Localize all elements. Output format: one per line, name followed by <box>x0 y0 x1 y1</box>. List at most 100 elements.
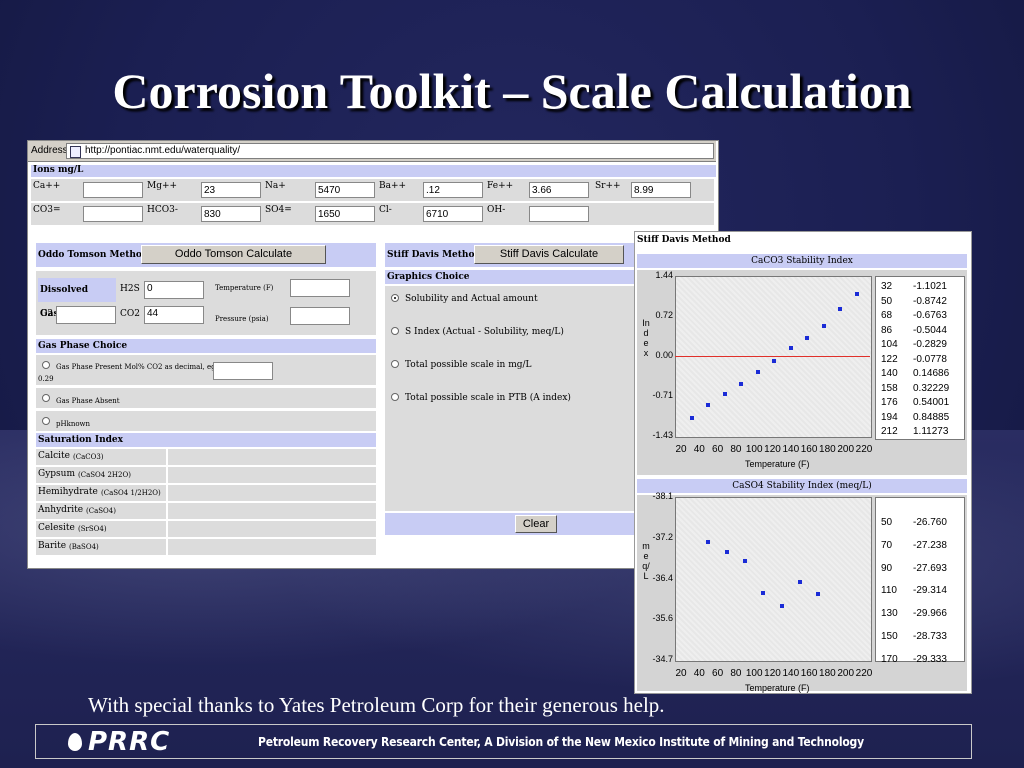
chart2-x-tick: 220 <box>855 668 873 679</box>
ion-input-fe[interactable]: 3.66 <box>529 182 589 198</box>
pressure-input[interactable] <box>290 307 350 325</box>
ion-input-so4[interactable]: 1650 <box>315 206 375 222</box>
chart1-table-x: 122 <box>881 353 898 365</box>
mineral-name: Barite <box>38 541 67 551</box>
chart1-x-tick: 100 <box>745 444 763 455</box>
option-s-index-radio[interactable] <box>391 327 399 335</box>
gas-phase-header: Gas Phase Choice <box>36 339 376 353</box>
chart2-data-point <box>706 540 711 545</box>
chart2-table-x: 50 <box>881 517 893 528</box>
footer-text: Petroleum Recovery Research Center, A Di… <box>258 735 864 749</box>
gas-option-2-row <box>36 388 376 408</box>
ion-input-na[interactable]: 5470 <box>315 182 375 198</box>
chart-window: Stiff Davis Method CaCO3 Stability Index… <box>634 231 972 694</box>
chart2-table-x: 110 <box>881 585 897 597</box>
chart1-data-point <box>722 391 727 396</box>
chart2-title: CaSO4 Stability Index (meq/L) <box>637 479 967 493</box>
option-s-index-label: S Index (Actual - Solubility, meq/L) <box>405 327 564 337</box>
temperature-input[interactable] <box>290 279 350 297</box>
ion-input-ba[interactable]: .12 <box>423 182 483 198</box>
ion-input-hco3[interactable]: 830 <box>201 206 261 222</box>
ion-label: SO4= <box>265 205 292 215</box>
ion-input-mg[interactable]: 23 <box>201 182 261 198</box>
gas-absent-radio[interactable] <box>42 394 50 402</box>
chart1-data-point <box>854 292 859 297</box>
oddo-method-label: Oddo Tomson Method <box>38 250 149 260</box>
browser-window: Address http://pontiac.nmt.edu/waterqual… <box>27 140 719 569</box>
mineral-formula: (CaCO3) <box>73 453 104 461</box>
gas-mol-input[interactable] <box>213 362 273 380</box>
ph-known-radio[interactable] <box>42 417 50 425</box>
option-solubility-radio[interactable] <box>391 294 399 302</box>
mineral-name: Hemihydrate <box>38 487 98 497</box>
oddo-calculate-button[interactable]: Oddo Tomson Calculate <box>141 245 326 264</box>
ion-input-co3[interactable] <box>83 206 143 222</box>
ion-input-oh[interactable] <box>529 206 589 222</box>
saturation-row: Barite (BaSO4) <box>36 539 376 556</box>
gas-present-radio[interactable] <box>42 361 50 369</box>
temperature-label: Temperature (F) <box>215 284 274 292</box>
saturation-row: Celesite (SrSO4) <box>36 521 376 538</box>
chart1-table-x: 176 <box>881 397 898 408</box>
co2-input[interactable]: 44 <box>144 306 204 324</box>
chart2-y-axis-label: meq/L <box>642 540 650 581</box>
chart2-table-y: -29.314 <box>913 585 947 597</box>
chart1-x-tick: 40 <box>693 444 705 455</box>
chart2-x-tick: 120 <box>764 668 781 679</box>
ion-cell-oh: OH- <box>485 203 593 225</box>
chart1-table-x: 32 <box>881 281 893 292</box>
mineral-cell: Hemihydrate (CaSO4 1/2H2O) <box>36 485 166 501</box>
saturation-index-header: Saturation Index <box>36 433 376 447</box>
chart2-x-tick: 200 <box>837 668 855 679</box>
option-mg-l-radio[interactable] <box>391 360 399 368</box>
mineral-cell: Anhydrite (CaSO4) <box>36 503 166 519</box>
ion-label: CO3= <box>33 205 61 215</box>
chart1-table-x: 68 <box>881 310 893 321</box>
chart-window-title: Stiff Davis Method <box>637 235 731 245</box>
gas-option-1-row <box>36 355 376 385</box>
dissolved-gases-header: Dissolved Gases <box>38 278 116 319</box>
pressure-label: Pressure (psia) <box>215 315 269 323</box>
chart1-table-x: 140 <box>881 368 898 379</box>
chart2-table-y: -29.333 <box>913 653 947 665</box>
chart2-data-point <box>816 591 821 596</box>
chart1-table-x: 212 <box>881 426 898 437</box>
co2-label: CO2 <box>120 309 140 319</box>
chart1-table-y: 0.32229 <box>913 382 950 394</box>
ion-input-cl[interactable]: 6710 <box>423 206 483 222</box>
clear-button[interactable]: Clear <box>515 515 557 533</box>
chart2-y-tick: -34.7 <box>652 654 673 664</box>
ion-cell-fe: Fe++ 3.66 <box>485 179 593 201</box>
ion-cell-sr: Sr++ 8.99 <box>593 179 713 201</box>
saturation-row: Calcite (CaCO3) <box>36 449 376 466</box>
ion-input-ca[interactable] <box>83 182 143 198</box>
chart1-data-point <box>838 306 843 311</box>
chart1-table-y: 0.54001 <box>913 397 950 408</box>
ion-input-sr[interactable]: 8.99 <box>631 182 691 198</box>
chart2-x-tick: 40 <box>693 668 705 679</box>
chart1-x-tick: 160 <box>800 444 818 455</box>
saturation-value-cell <box>168 503 376 519</box>
chart1-table-y: 0.14686 <box>913 368 950 379</box>
o2-input[interactable] <box>56 306 116 324</box>
chart1-y-axis-label: Index <box>642 318 650 358</box>
chart1-x-tick: 20 <box>675 444 687 455</box>
ion-row-2: CO3= HCO3- 830 SO4= 1650 Cl- 6710 OH- <box>31 203 714 225</box>
chart1-x-axis-label: Temperature (F) <box>745 459 810 469</box>
h2s-input[interactable]: 0 <box>144 281 204 299</box>
chart1-x-tick: 220 <box>855 444 873 455</box>
chart1-table-x: 104 <box>881 339 898 350</box>
saturation-value-cell <box>168 467 376 483</box>
chart2-x-tick: 160 <box>800 668 818 679</box>
chart1-data-point <box>706 403 711 407</box>
saturation-row: Gypsum (CaSO4 2H2O) <box>36 467 376 484</box>
url-field[interactable]: http://pontiac.nmt.edu/waterquality/ <box>66 143 714 159</box>
stiff-calculate-button[interactable]: Stiff Davis Calculate <box>474 245 624 264</box>
chart2-table-x: 170 <box>881 653 898 665</box>
option-ptb-radio[interactable] <box>391 393 399 401</box>
gas-option-3-row <box>36 411 376 431</box>
ion-label: Na+ <box>265 181 286 191</box>
chart1-table-y: -0.6763 <box>913 310 947 321</box>
chart1-table-y: 1.11273 <box>913 426 949 437</box>
chart1-data-point <box>821 324 826 329</box>
